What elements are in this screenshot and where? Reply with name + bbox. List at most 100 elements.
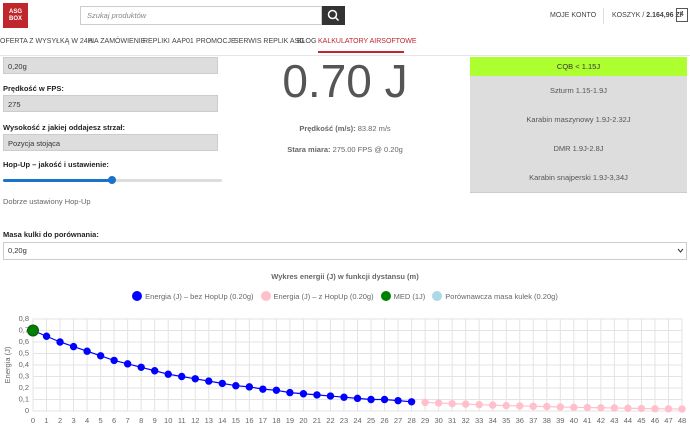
slider-thumb[interactable]	[108, 176, 116, 184]
x-tick-label: 30	[434, 416, 442, 425]
x-tick-label: 28	[407, 416, 415, 425]
x-tick-label: 34	[489, 416, 497, 425]
data-point	[245, 383, 254, 391]
data-point	[516, 402, 524, 410]
x-tick-label: 26	[380, 416, 388, 425]
search-input[interactable]: Szukaj produktów	[80, 6, 322, 25]
speed-result: Prędkość (m/s): 83.82 m/s	[220, 124, 470, 133]
x-tick-label: 45	[637, 416, 645, 425]
old-label: Stara miara:	[287, 145, 331, 154]
data-point	[326, 392, 335, 400]
data-point	[678, 405, 686, 413]
nav-item[interactable]: BLOG	[297, 38, 317, 45]
x-tick-label: 13	[205, 416, 213, 425]
fps-label: Prędkość w FPS:	[3, 84, 64, 93]
y-tick-label: 0,1	[19, 394, 29, 403]
header: ASG BOX Szukaj produktów MOJE KONTO KOSZ…	[0, 0, 690, 32]
x-tick-label: 32	[461, 416, 469, 425]
nav-item[interactable]: SERWIS REPLIK ASG	[234, 38, 305, 45]
x-tick-label: 4	[85, 416, 89, 425]
legend-label: Energia (J) – z HopUp (0.20g)	[273, 291, 374, 301]
nav-item[interactable]: PROMOCJE	[196, 38, 236, 45]
legend: Energia (J) – bez HopUp (0.20g) Energia (…	[0, 291, 690, 301]
data-point	[461, 400, 470, 408]
x-tick-label: 44	[624, 416, 632, 425]
data-point	[178, 372, 186, 381]
nav-item[interactable]: AAP01	[172, 38, 194, 45]
data-point	[69, 342, 78, 351]
data-point	[56, 338, 64, 346]
x-tick-label: 8	[139, 416, 143, 425]
slider-fill	[3, 179, 112, 182]
hopup-label: Hop-Up – jakość i ustawienie:	[3, 160, 109, 169]
data-point	[502, 401, 510, 410]
cart-label: KOSZYK /	[612, 12, 645, 19]
data-point	[353, 394, 362, 403]
y-tick-label: 0,3	[19, 371, 29, 380]
data-point	[407, 398, 416, 406]
x-tick-label: 23	[340, 416, 348, 425]
data-point	[27, 324, 39, 337]
x-tick-label: 19	[286, 416, 294, 425]
legend-swatch	[260, 291, 271, 301]
y-tick-label: 0,6	[19, 337, 29, 346]
x-tick-label: 27	[394, 416, 402, 425]
y-tick-label: 0,2	[19, 383, 29, 392]
legend-swatch	[132, 291, 143, 301]
x-tick-label: 47	[664, 416, 672, 425]
data-point	[529, 402, 537, 410]
data-point	[110, 356, 118, 365]
height-label: Wysokość z jakiej oddajesz strzał:	[3, 123, 125, 132]
data-point	[570, 403, 578, 412]
y-tick-label: 0,7	[19, 325, 29, 334]
data-point	[421, 398, 429, 407]
x-tick-label: 17	[259, 416, 267, 425]
data-point	[313, 391, 321, 399]
nav-border	[0, 55, 690, 56]
height-select[interactable]: Pozycja stojąca	[3, 134, 218, 151]
class-row: Karabin snajperski 1.9J-3,34J	[470, 163, 687, 193]
account-link[interactable]: MOJE KONTO	[550, 12, 597, 19]
mass-input[interactable]: 0,20g	[3, 57, 218, 74]
fps-input[interactable]: 275	[3, 95, 218, 112]
data-point	[205, 377, 213, 385]
logo-top: ASG	[8, 9, 22, 15]
nav-item[interactable]: REPLIKI	[143, 38, 170, 45]
x-tick-label: 10	[164, 416, 172, 425]
data-point	[367, 395, 375, 404]
nav-underline	[318, 51, 404, 53]
nav-item[interactable]: OFERTA Z WYSYŁKĄ W 24H	[0, 38, 93, 45]
x-tick-label: 18	[272, 416, 280, 425]
x-tick-label: 36	[516, 416, 524, 425]
logo[interactable]: ASG BOX	[3, 3, 28, 28]
x-tick-label: 24	[353, 416, 361, 425]
data-point	[448, 399, 456, 408]
compare-select[interactable]: 0,20g	[3, 242, 687, 260]
legend-swatch	[432, 291, 443, 301]
x-tick-label: 42	[597, 416, 605, 425]
data-point	[232, 382, 240, 390]
hopup-description: Dobrze ustawiony Hop-Up	[3, 197, 91, 206]
data-point	[610, 404, 619, 412]
class-row: Karabin maszynowy 1.9J-2.32J	[470, 105, 687, 135]
data-point	[272, 386, 281, 394]
data-point	[543, 402, 551, 411]
y-tick-label: 0,8	[19, 314, 29, 323]
x-tick-label: 43	[610, 416, 618, 425]
x-tick-label: 14	[218, 416, 226, 425]
x-tick-label: 38	[543, 416, 551, 425]
cart-count[interactable]: 4	[676, 8, 688, 22]
search-button[interactable]	[322, 6, 345, 25]
data-point	[150, 367, 159, 375]
x-tick-label: 3	[71, 416, 75, 425]
cart-link[interactable]: KOSZYK / 2.164,96 Zł	[612, 12, 682, 19]
x-tick-label: 1	[44, 416, 48, 425]
x-tick-label: 33	[475, 416, 483, 425]
nav-item[interactable]: KALKULATORY AIRSOFTOWE	[318, 38, 417, 45]
x-tick-label: 46	[651, 416, 659, 425]
nav-item[interactable]: NA ZAMÓWIENIE	[89, 38, 146, 45]
data-point	[489, 401, 497, 409]
x-tick-label: 29	[421, 416, 429, 425]
old-value: 275.00 FPS @ 0.20g	[332, 145, 403, 154]
